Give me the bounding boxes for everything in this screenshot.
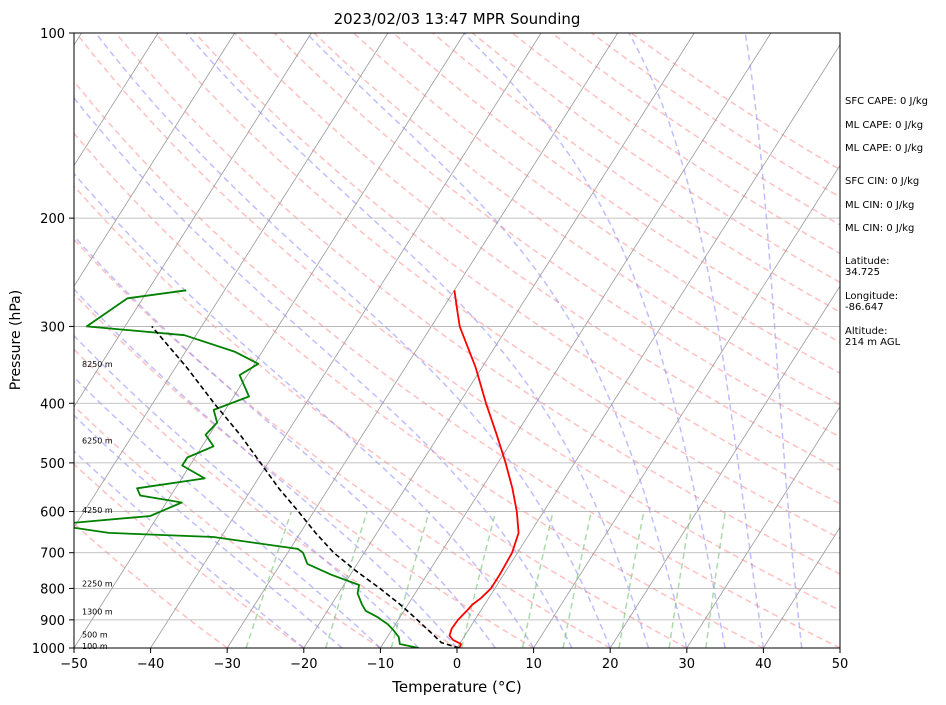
y-tick-label: 100 xyxy=(40,27,65,42)
height-label: 8250 m xyxy=(82,360,113,369)
annotation-longitude-label: Longitude: xyxy=(845,291,898,302)
dry-adiabat xyxy=(74,132,764,648)
x-tick-label: −50 xyxy=(60,657,87,672)
isotherm-line xyxy=(609,285,840,648)
height-label: 500 m xyxy=(82,630,108,639)
height-label: 2250 m xyxy=(82,579,113,588)
annotation-ml-cape-2: ML CAPE: 0 J/kg xyxy=(845,143,923,154)
isotherm-line xyxy=(303,33,695,648)
dry-adiabat xyxy=(74,292,534,648)
chart-title: 2023/02/03 13:47 MPR Sounding xyxy=(334,10,581,28)
dry-adiabat xyxy=(74,184,688,648)
x-axis-label: Temperature (°C) xyxy=(391,678,521,696)
y-tick-label: 700 xyxy=(40,547,65,562)
x-tick-label: 30 xyxy=(679,657,696,672)
temperature-trace xyxy=(448,290,520,648)
moist-adiabat xyxy=(744,33,803,648)
height-label: 4250 m xyxy=(82,506,113,515)
x-tick-label: −30 xyxy=(213,657,240,672)
y-tick-label: 400 xyxy=(40,397,65,412)
dry-adiabat xyxy=(115,33,840,575)
moist-adiabat xyxy=(74,288,458,648)
isotherm-line xyxy=(380,33,772,648)
dry-adiabat xyxy=(74,238,611,648)
isotherm-line xyxy=(533,164,840,648)
annotation-ml-cin-2: ML CIN: 0 J/kg xyxy=(845,223,914,234)
isotherm-line xyxy=(74,33,312,408)
y-tick-label: 300 xyxy=(40,320,65,335)
moist-adiabat xyxy=(74,334,420,648)
dry-adiabat xyxy=(74,348,458,648)
annotation-latitude-label: Latitude: xyxy=(845,256,890,267)
y-tick-label: 200 xyxy=(40,212,65,227)
isotherm-line xyxy=(150,33,542,648)
isotherm-line xyxy=(74,33,159,167)
dry-adiabat xyxy=(74,80,840,648)
pressure-gridlines xyxy=(74,33,840,648)
x-tick-label: −10 xyxy=(367,657,394,672)
annotation-latitude-value: 34.725 xyxy=(845,267,880,278)
dry-adiabat xyxy=(392,33,840,344)
annotation-sfc-cin: SFC CIN: 0 J/kg xyxy=(845,176,919,187)
moist-adiabat xyxy=(74,376,381,648)
isotherm-line xyxy=(456,44,840,648)
moist-adiabat xyxy=(463,33,726,648)
x-tick-label: 20 xyxy=(602,657,619,672)
moist-adiabat xyxy=(74,234,496,648)
annotation-altitude-label: Altitude: xyxy=(845,326,887,337)
dry-adiabat xyxy=(353,33,840,374)
annotation-ml-cape: ML CAPE: 0 J/kg xyxy=(845,120,923,131)
y-axis-label: Pressure (hPa) xyxy=(8,290,24,390)
annotation-sfc-cape: SFC CAPE: 0 J/kg xyxy=(845,96,928,107)
isotherm-line xyxy=(763,526,840,648)
x-tick-label: 40 xyxy=(755,657,772,672)
dry-adiabat xyxy=(194,33,840,505)
height-label: 6250 m xyxy=(82,437,113,446)
moist-adiabat xyxy=(74,96,573,648)
dewpoint-trace xyxy=(74,289,419,648)
moist-adiabat xyxy=(185,33,650,648)
y-tick-label: 900 xyxy=(40,614,65,629)
y-axis-ticks: 1000 900 800 700 600 500 400 300 200 100 xyxy=(32,27,74,657)
background-lines xyxy=(74,33,840,648)
x-tick-label: −40 xyxy=(137,657,164,672)
y-tick-label: 500 xyxy=(40,457,65,472)
dry-adiabat xyxy=(154,33,840,540)
isotherm-line xyxy=(74,33,236,287)
annotation-longitude-value: -86.647 xyxy=(845,302,884,313)
dry-adiabat xyxy=(234,33,840,471)
annotation-ml-cin: ML CIN: 0 J/kg xyxy=(845,200,914,211)
x-tick-label: 10 xyxy=(525,657,542,672)
dry-adiabat xyxy=(74,463,305,648)
annotation-altitude-value: 214 m AGL xyxy=(845,337,901,348)
y-tick-label: 800 xyxy=(40,582,65,597)
sounding-traces xyxy=(74,289,520,648)
x-tick-label: 0 xyxy=(453,657,461,672)
x-axis-ticks: −50 −40 −30 −20 −10 0 10 20 30 40 50 xyxy=(60,648,848,672)
height-labels: 100 m 500 m 1300 m 2250 m 4250 m 6250 m 8250 m xyxy=(82,360,113,651)
y-tick-label: 1000 xyxy=(32,642,65,657)
moist-adiabat xyxy=(74,172,535,648)
x-tick-label: −20 xyxy=(290,657,317,672)
height-label: 100 m xyxy=(82,642,108,651)
parcel-trace xyxy=(151,325,460,648)
isotherm-line xyxy=(686,405,840,648)
moist-adiabat xyxy=(628,33,765,648)
isotherm-line xyxy=(74,33,465,648)
isotherm-line xyxy=(226,33,619,648)
side-annotations: SFC CAPE: 0 J/kg ML CAPE: 0 J/kg ML CAPE… xyxy=(845,96,928,348)
dry-adiabat xyxy=(74,522,228,648)
height-label: 1300 m xyxy=(82,607,113,616)
x-tick-label: 50 xyxy=(832,657,849,672)
isotherm-line xyxy=(74,33,389,529)
y-tick-label: 600 xyxy=(40,506,65,521)
